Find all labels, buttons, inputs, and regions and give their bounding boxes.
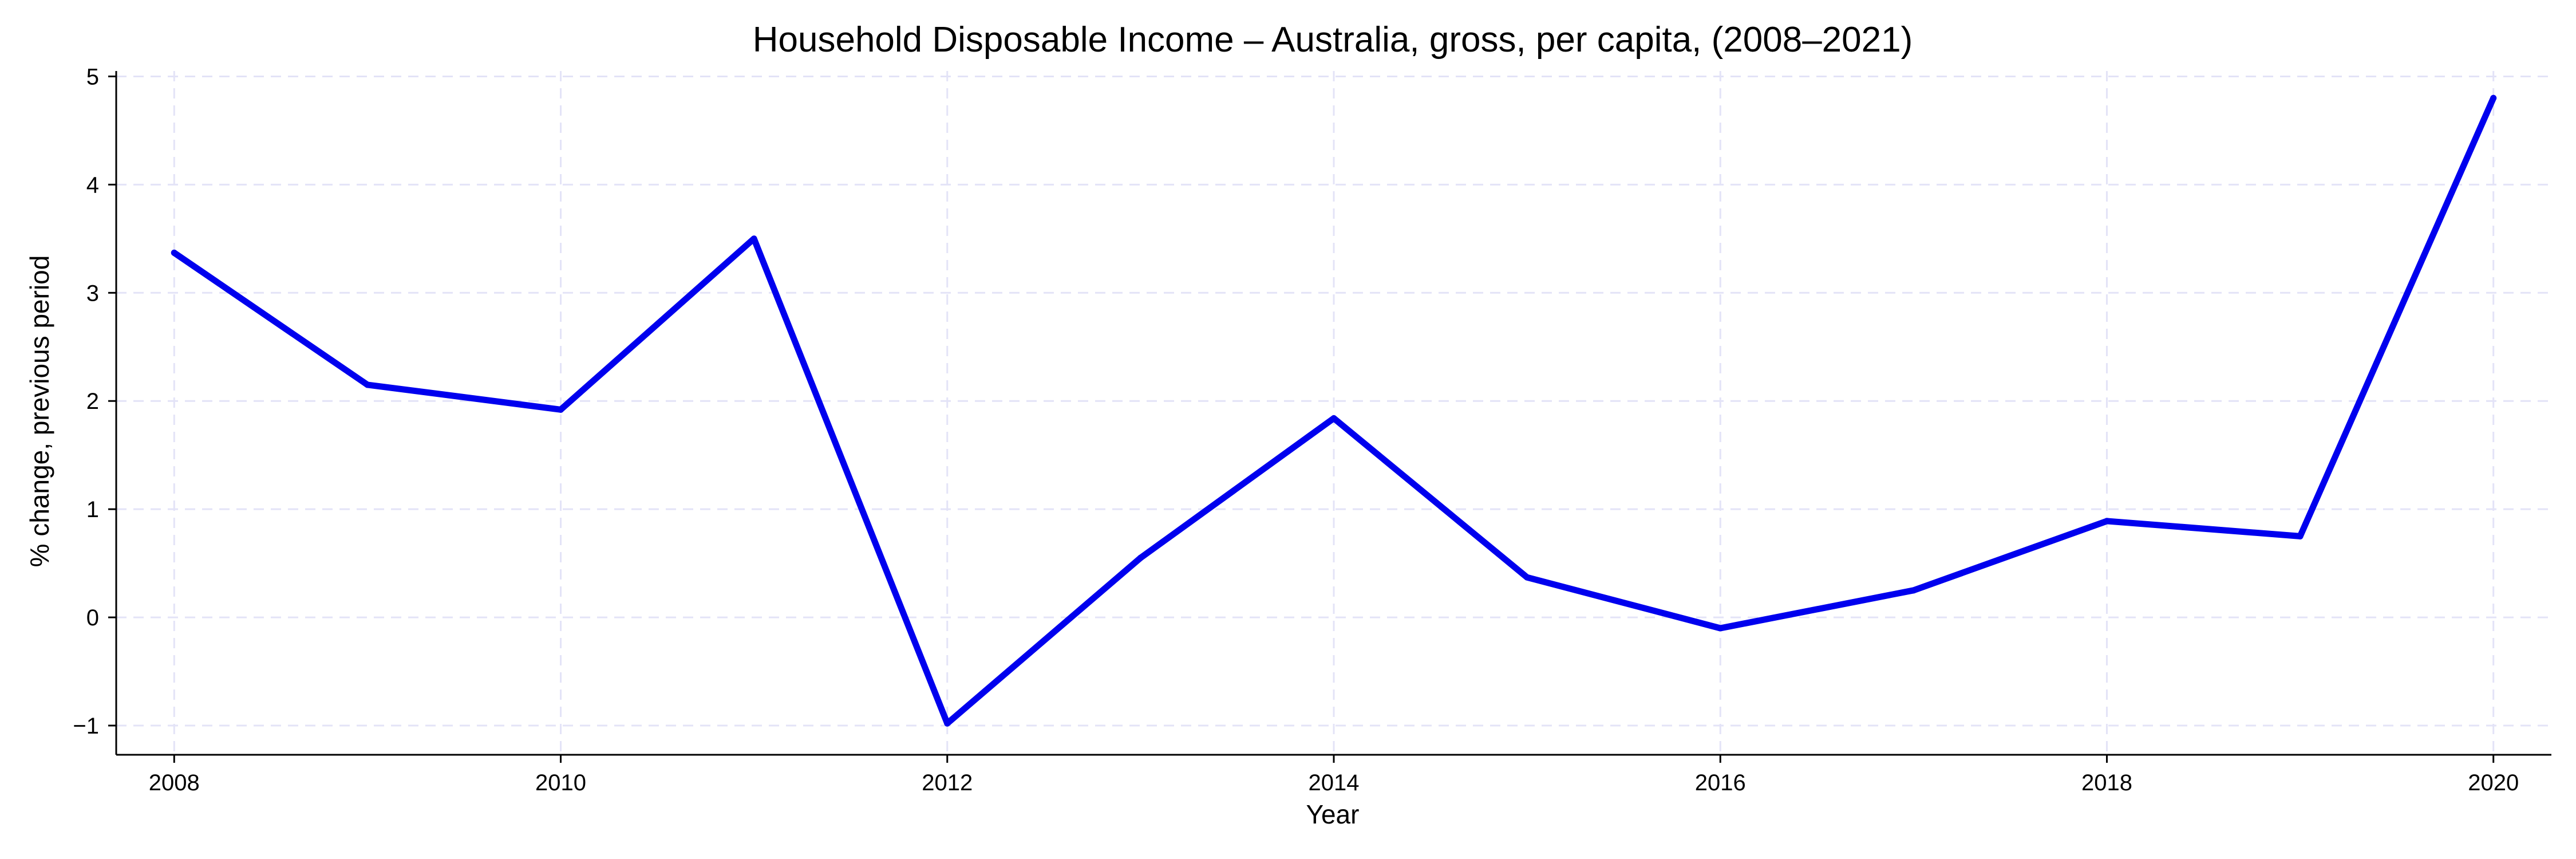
data-point (364, 381, 371, 388)
x-tick-label: 2018 (2081, 770, 2132, 795)
y-tick-label: 5 (86, 64, 99, 89)
y-tick-label: 1 (86, 497, 99, 522)
x-axis-label: Year (1306, 799, 1360, 829)
data-point (558, 406, 564, 413)
data-point (1910, 587, 1917, 594)
chart-title: Household Disposable Income – Australia,… (753, 20, 1913, 60)
y-tick-label: −1 (73, 714, 99, 739)
data-point (944, 720, 951, 727)
x-tick-label: 2014 (1309, 770, 1360, 795)
x-tick-label: 2012 (922, 770, 973, 795)
data-point (1717, 625, 1724, 632)
y-axis-label: % change, previous period (25, 255, 54, 568)
x-tick-label: 2016 (1695, 770, 1746, 795)
data-point (1137, 554, 1144, 561)
grid (116, 71, 2551, 755)
data-point (750, 235, 757, 242)
x-tick-label: 2020 (2468, 770, 2519, 795)
tick-labels: 2008 2010 2012 2014 2016 2018 2020 −1 0 1 2 3 4 5 (73, 64, 2519, 795)
y-tick-label: 0 (86, 605, 99, 631)
data-point (2490, 94, 2497, 101)
data-point (1524, 574, 1531, 581)
series-layer (171, 94, 2497, 727)
data-point (1330, 415, 1337, 421)
data-point (2297, 533, 2304, 539)
y-tick-label: 4 (86, 172, 99, 198)
data-point (171, 249, 177, 256)
data-point (2103, 518, 2110, 525)
x-tick-label: 2008 (149, 770, 200, 795)
y-tick-label: 3 (86, 281, 99, 306)
axes (108, 71, 2551, 763)
y-tick-label: 2 (86, 389, 99, 414)
x-tick-label: 2010 (535, 770, 586, 795)
